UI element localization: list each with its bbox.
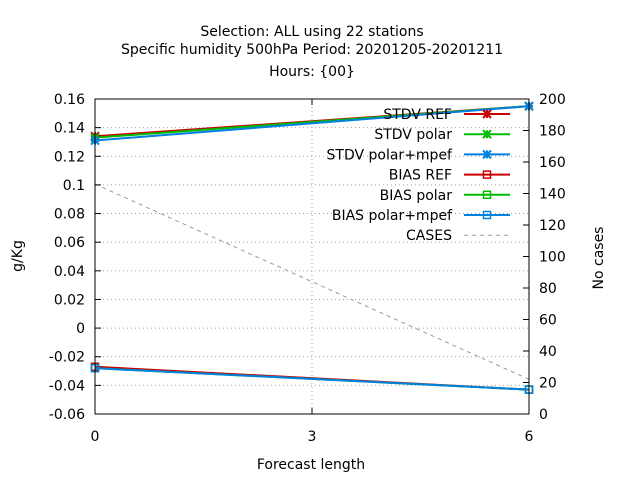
chart-title-line-3: Hours: {00} bbox=[269, 64, 355, 80]
y-tick-label: -0.02 bbox=[49, 350, 85, 366]
series-line-bias-polar-mpef bbox=[94, 367, 530, 391]
y2-tick-label: 200 bbox=[539, 92, 566, 108]
legend-marker bbox=[482, 129, 492, 139]
y2-tick-label: 100 bbox=[539, 250, 566, 266]
y2-axis-label: No cases bbox=[591, 227, 607, 290]
chart-title-line-2: Specific humidity 500hPa Period: 2020120… bbox=[121, 42, 503, 58]
y2-tick-label: 0 bbox=[539, 407, 548, 423]
y-tick-label: 0 bbox=[76, 321, 85, 337]
legend-marker bbox=[482, 190, 492, 200]
legend-label: BIAS polar+mpef bbox=[332, 208, 453, 224]
axes-layer: -0.06 -0.04 -0.02 0 0.02 0.04 0.06 0.08 0.1 0.12 0… bbox=[49, 92, 566, 445]
y-tick-label: 0.02 bbox=[54, 292, 85, 308]
x-tick-label: 0 bbox=[91, 429, 100, 445]
series-line-stdv-polar-mpef bbox=[94, 105, 530, 142]
y-tick-label: -0.04 bbox=[49, 378, 85, 394]
y2-tick-label: 160 bbox=[539, 155, 566, 171]
y2-tick-label: 60 bbox=[539, 313, 557, 329]
x-axis-label: Forecast length bbox=[257, 457, 365, 473]
y-tick-label: 0.08 bbox=[54, 207, 85, 223]
legend: STDV REF STDV polar STDV polar+mpef BIAS RE… bbox=[327, 107, 510, 244]
legend-label: STDV REF bbox=[383, 107, 452, 123]
x-tick-label: 6 bbox=[525, 429, 534, 445]
plot-frame bbox=[94, 98, 530, 415]
legend-marker bbox=[482, 210, 492, 220]
y-tick-label: 0.12 bbox=[54, 149, 85, 165]
legend-marker bbox=[482, 109, 492, 119]
legend-label: STDV polar bbox=[374, 127, 452, 143]
y-tick-label: 0.14 bbox=[54, 121, 85, 137]
y2-tick-label: 120 bbox=[539, 218, 566, 234]
legend-label: STDV polar+mpef bbox=[327, 147, 454, 163]
y2-tick-label: 80 bbox=[539, 281, 557, 297]
y-tick-label: -0.06 bbox=[49, 407, 85, 423]
y-tick-label: 0.1 bbox=[63, 178, 85, 194]
y2-tick-label: 140 bbox=[539, 187, 566, 203]
y-tick-label: 0.04 bbox=[54, 264, 85, 280]
legend-marker bbox=[482, 149, 492, 160]
legend-marker bbox=[482, 170, 492, 179]
y2-tick-label: 20 bbox=[539, 376, 557, 392]
grid-lines bbox=[95, 99, 529, 414]
y2-tick-label: 40 bbox=[539, 344, 557, 360]
y-axis-label: g/Kg bbox=[10, 240, 26, 272]
legend-label: CASES bbox=[406, 228, 452, 244]
y2-tick-label: 180 bbox=[539, 124, 566, 140]
y-tick-label: 0.16 bbox=[54, 92, 85, 108]
x-tick-label: 3 bbox=[308, 429, 317, 445]
chart-title-line-1: Selection: ALL using 22 stations bbox=[200, 24, 423, 40]
y-tick-label: 0.06 bbox=[54, 235, 85, 251]
legend-label: BIAS polar bbox=[380, 188, 453, 204]
legend-label: BIAS REF bbox=[389, 168, 452, 184]
